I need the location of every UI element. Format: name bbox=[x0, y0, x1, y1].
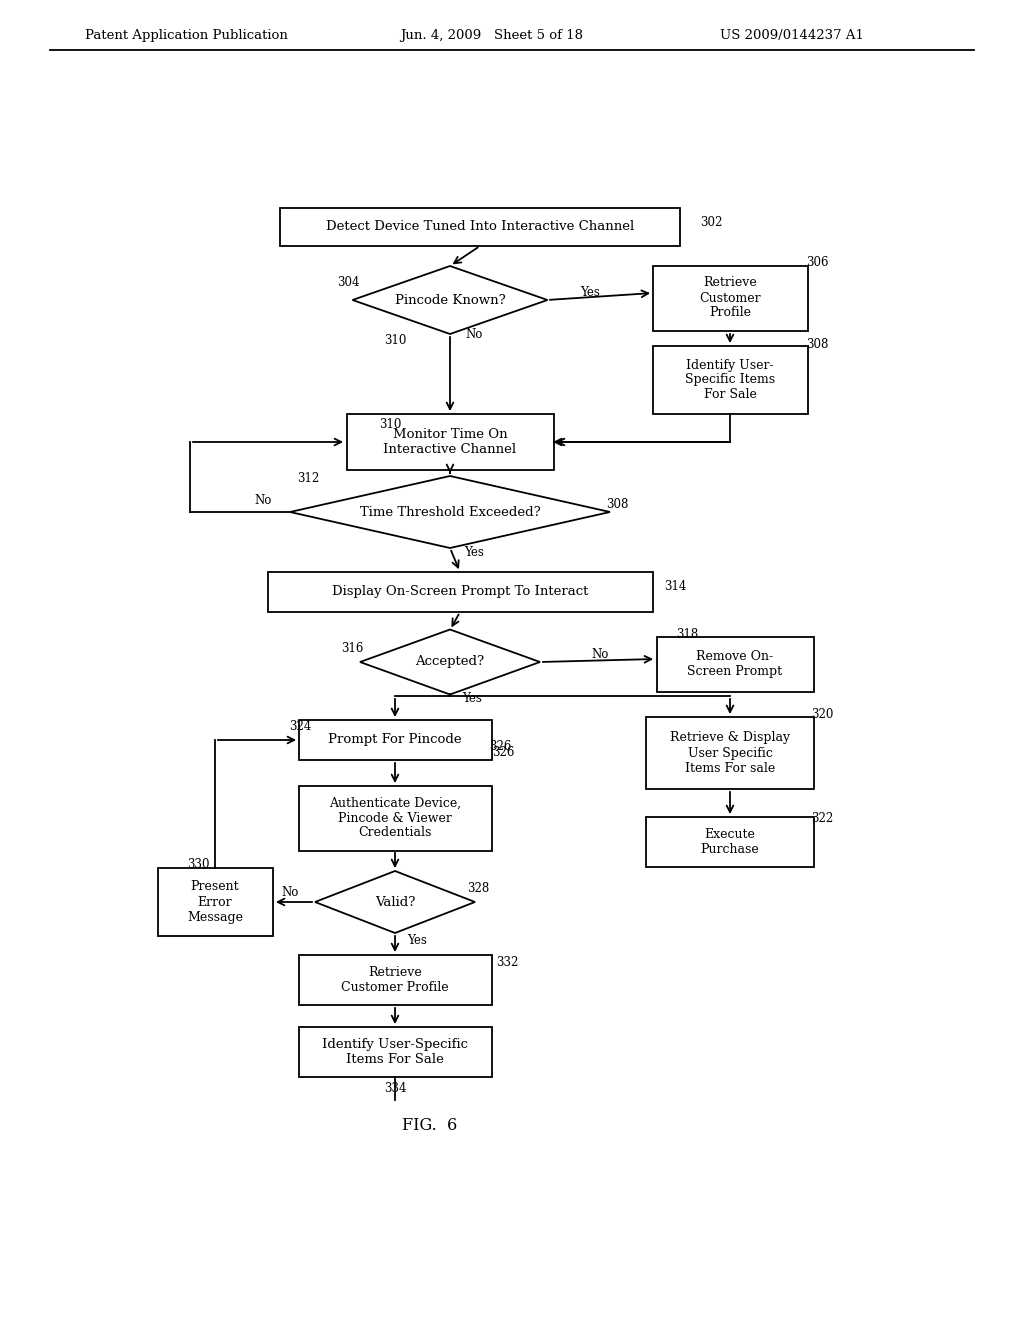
Text: 312: 312 bbox=[297, 471, 319, 484]
Text: No: No bbox=[254, 494, 271, 507]
Text: Identify User-Specific
Items For Sale: Identify User-Specific Items For Sale bbox=[322, 1038, 468, 1067]
Text: Jun. 4, 2009   Sheet 5 of 18: Jun. 4, 2009 Sheet 5 of 18 bbox=[400, 29, 583, 41]
Text: 310: 310 bbox=[379, 418, 401, 432]
Text: 318: 318 bbox=[676, 627, 698, 640]
Bar bbox=[299, 1027, 492, 1077]
Text: Identify User-
Specific Items
For Sale: Identify User- Specific Items For Sale bbox=[685, 359, 775, 401]
Text: 332: 332 bbox=[496, 956, 518, 969]
Text: Pincode Known?: Pincode Known? bbox=[394, 293, 506, 306]
Text: 308: 308 bbox=[606, 499, 628, 511]
Text: 314: 314 bbox=[664, 581, 686, 594]
Text: Prompt For Pincode: Prompt For Pincode bbox=[328, 734, 462, 747]
Text: FIG.  6: FIG. 6 bbox=[402, 1117, 458, 1134]
Bar bbox=[299, 719, 492, 760]
Text: US 2009/0144237 A1: US 2009/0144237 A1 bbox=[720, 29, 864, 41]
Text: 322: 322 bbox=[811, 812, 834, 825]
Bar bbox=[280, 209, 680, 246]
Text: No: No bbox=[465, 329, 482, 342]
Text: Execute
Purchase: Execute Purchase bbox=[700, 828, 760, 855]
Text: Present
Error
Message: Present Error Message bbox=[187, 880, 243, 924]
Polygon shape bbox=[315, 871, 475, 933]
Bar bbox=[158, 869, 272, 936]
Text: 326: 326 bbox=[492, 746, 514, 759]
Text: 304: 304 bbox=[337, 276, 359, 289]
Text: Yes: Yes bbox=[580, 285, 600, 298]
Text: Valid?: Valid? bbox=[375, 895, 415, 908]
Text: No: No bbox=[282, 886, 299, 899]
Bar bbox=[652, 265, 808, 330]
Bar bbox=[646, 817, 814, 867]
Polygon shape bbox=[290, 477, 610, 548]
Text: Retrieve
Customer
Profile: Retrieve Customer Profile bbox=[699, 276, 761, 319]
Bar bbox=[656, 636, 813, 692]
Text: 330: 330 bbox=[186, 858, 209, 871]
Text: 310: 310 bbox=[384, 334, 407, 346]
Bar bbox=[646, 717, 814, 789]
Polygon shape bbox=[360, 630, 540, 694]
Text: Yes: Yes bbox=[464, 545, 484, 558]
Text: No: No bbox=[591, 648, 608, 661]
Bar bbox=[299, 785, 492, 850]
Bar bbox=[299, 954, 492, 1005]
Text: Remove On-
Screen Prompt: Remove On- Screen Prompt bbox=[687, 649, 782, 678]
Text: 306: 306 bbox=[806, 256, 828, 269]
Text: Accepted?: Accepted? bbox=[416, 656, 484, 668]
Bar bbox=[346, 414, 554, 470]
Text: 334: 334 bbox=[384, 1081, 407, 1094]
Polygon shape bbox=[352, 267, 548, 334]
Text: Retrieve & Display
User Specific
Items For sale: Retrieve & Display User Specific Items F… bbox=[670, 731, 791, 775]
Text: 316: 316 bbox=[341, 642, 364, 655]
Bar bbox=[652, 346, 808, 414]
Text: 328: 328 bbox=[467, 882, 489, 895]
Text: 326: 326 bbox=[488, 739, 511, 752]
Text: Time Threshold Exceeded?: Time Threshold Exceeded? bbox=[359, 506, 541, 519]
Text: Yes: Yes bbox=[407, 933, 427, 946]
Text: Authenticate Device,
Pincode & Viewer
Credentials: Authenticate Device, Pincode & Viewer Cr… bbox=[329, 796, 461, 840]
Text: Retrieve
Customer Profile: Retrieve Customer Profile bbox=[341, 966, 449, 994]
Text: 320: 320 bbox=[811, 709, 834, 722]
Text: Monitor Time On
Interactive Channel: Monitor Time On Interactive Channel bbox=[383, 428, 516, 455]
Text: 302: 302 bbox=[700, 216, 722, 230]
Text: 308: 308 bbox=[806, 338, 828, 351]
Text: Display On-Screen Prompt To Interact: Display On-Screen Prompt To Interact bbox=[332, 586, 588, 598]
Text: Yes: Yes bbox=[462, 692, 482, 705]
Text: Patent Application Publication: Patent Application Publication bbox=[85, 29, 288, 41]
Text: 324: 324 bbox=[289, 721, 311, 734]
Bar bbox=[267, 572, 652, 612]
Text: Detect Device Tuned Into Interactive Channel: Detect Device Tuned Into Interactive Cha… bbox=[326, 220, 634, 234]
